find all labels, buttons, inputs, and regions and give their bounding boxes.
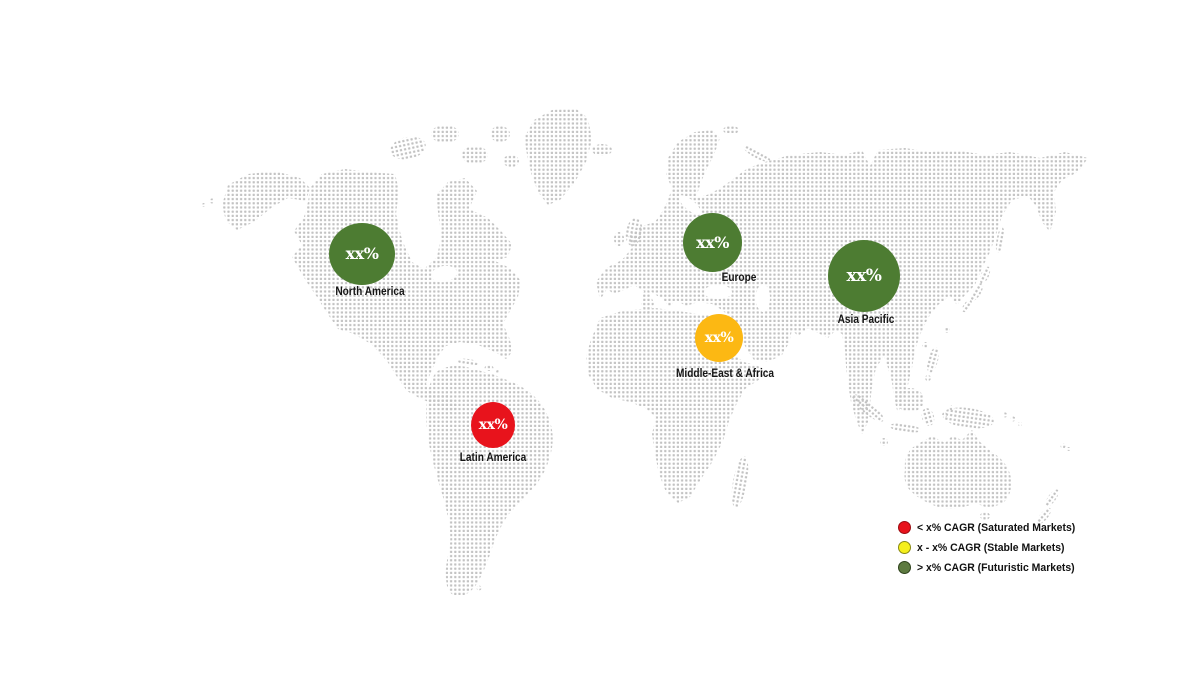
region-label-middle-east-africa: Middle-East & Africa [675, 368, 775, 380]
sea-overlays [431, 195, 770, 312]
region-value-middle-east-africa: xx% [704, 330, 734, 346]
region-bubble-latin-america: xx% [471, 402, 515, 448]
legend-dot-saturated [898, 521, 911, 534]
region-value-north-america: xx% [345, 244, 379, 263]
region-value-latin-america: xx% [478, 417, 508, 433]
legend-item-futuristic: > x% CAGR (Futuristic Markets) [898, 561, 1084, 574]
region-bubble-north-america: xx% [329, 223, 395, 285]
legend-item-saturated: < x% CAGR (Saturated Markets) [898, 521, 1084, 534]
region-value-europe: xx% [696, 232, 729, 252]
cagr-legend: < x% CAGR (Saturated Markets) x - x% CAG… [898, 521, 1084, 581]
legend-label-futuristic: > x% CAGR (Futuristic Markets) [917, 561, 1075, 574]
region-label-north-america: North America [335, 286, 405, 298]
legend-label-saturated: < x% CAGR (Saturated Markets) [917, 521, 1076, 534]
region-bubble-middle-east-africa: xx% [695, 314, 743, 362]
legend-label-stable: x - x% CAGR (Stable Markets) [917, 541, 1065, 554]
legend-dot-stable [898, 541, 911, 554]
region-bubble-europe: xx% [683, 213, 742, 272]
region-label-europe: Europe [721, 272, 757, 284]
legend-item-stable: x - x% CAGR (Stable Markets) [898, 541, 1084, 554]
region-bubble-asia-pacific: xx% [828, 240, 900, 312]
region-label-latin-america: Latin America [459, 452, 527, 464]
legend-dot-futuristic [898, 561, 911, 574]
region-label-asia-pacific: Asia Pacific [837, 314, 895, 326]
region-value-asia-pacific: xx% [846, 265, 882, 286]
